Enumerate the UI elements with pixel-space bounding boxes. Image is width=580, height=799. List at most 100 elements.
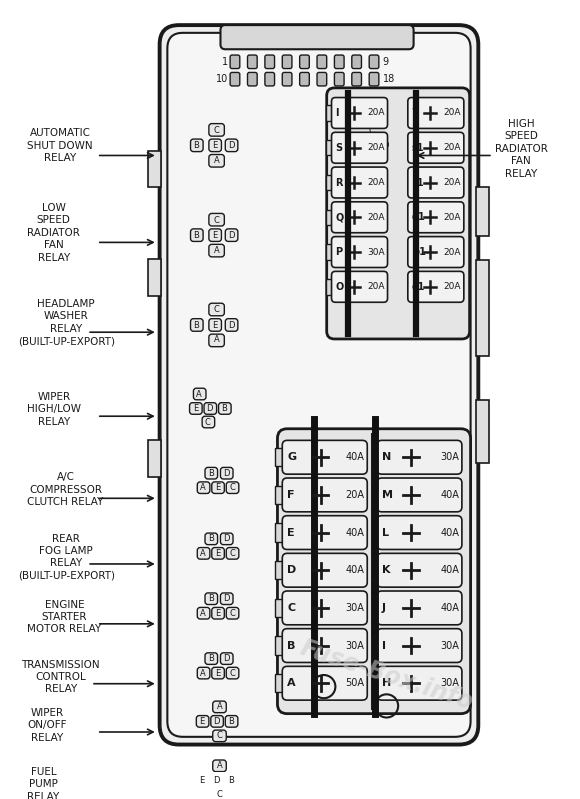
FancyBboxPatch shape — [377, 440, 462, 474]
FancyBboxPatch shape — [213, 789, 226, 799]
FancyBboxPatch shape — [160, 25, 478, 745]
Text: 40A: 40A — [440, 565, 459, 575]
FancyBboxPatch shape — [377, 515, 462, 550]
FancyBboxPatch shape — [209, 229, 222, 241]
Text: A: A — [287, 678, 296, 688]
Text: 7: 7 — [412, 108, 418, 118]
Text: D: D — [206, 404, 213, 413]
Text: WIPER
HIGH/LOW
RELAY: WIPER HIGH/LOW RELAY — [27, 392, 81, 427]
FancyBboxPatch shape — [168, 33, 470, 737]
FancyBboxPatch shape — [225, 139, 238, 152]
FancyBboxPatch shape — [211, 716, 223, 727]
Bar — [274, 561, 283, 579]
FancyBboxPatch shape — [191, 229, 203, 241]
Text: A: A — [368, 156, 374, 165]
FancyBboxPatch shape — [212, 607, 224, 619]
Text: 10: 10 — [216, 74, 228, 84]
Text: 40A: 40A — [440, 527, 459, 538]
Text: D: D — [223, 469, 230, 478]
FancyBboxPatch shape — [225, 716, 238, 727]
FancyBboxPatch shape — [196, 774, 209, 786]
FancyBboxPatch shape — [204, 403, 216, 415]
Text: A: A — [200, 669, 206, 678]
Text: B: B — [222, 404, 227, 413]
FancyBboxPatch shape — [377, 478, 462, 512]
FancyBboxPatch shape — [332, 167, 387, 198]
Text: 20A: 20A — [367, 213, 385, 222]
Text: B: B — [193, 231, 200, 240]
Text: D: D — [213, 717, 220, 725]
Text: O: O — [335, 282, 343, 292]
Text: D: D — [228, 231, 234, 240]
Text: E: E — [367, 141, 372, 150]
Text: 50A: 50A — [345, 678, 364, 688]
Text: AUTOMATIC
SHUT DOWN
RELAY: AUTOMATIC SHUT DOWN RELAY — [27, 129, 93, 163]
FancyBboxPatch shape — [327, 88, 470, 339]
FancyBboxPatch shape — [352, 73, 361, 86]
Text: FUEL
PUMP
RELAY: FUEL PUMP RELAY — [27, 767, 60, 799]
FancyBboxPatch shape — [226, 607, 239, 619]
FancyBboxPatch shape — [408, 237, 464, 268]
FancyBboxPatch shape — [197, 547, 210, 559]
FancyBboxPatch shape — [300, 55, 309, 69]
FancyBboxPatch shape — [282, 554, 367, 587]
Text: 30A: 30A — [367, 248, 385, 256]
Text: L: L — [382, 527, 389, 538]
Text: E: E — [215, 483, 220, 492]
Bar — [274, 598, 283, 617]
Text: S: S — [335, 143, 343, 153]
FancyBboxPatch shape — [205, 593, 218, 605]
Text: B: B — [348, 141, 354, 150]
Text: M: M — [382, 490, 393, 500]
FancyBboxPatch shape — [317, 73, 327, 86]
Text: G: G — [287, 452, 296, 463]
FancyBboxPatch shape — [364, 154, 379, 167]
FancyBboxPatch shape — [380, 139, 392, 152]
Text: 30A: 30A — [440, 641, 459, 650]
Text: C: C — [229, 669, 235, 678]
FancyBboxPatch shape — [209, 124, 224, 136]
Bar — [326, 175, 332, 190]
Text: C: C — [213, 305, 220, 315]
FancyBboxPatch shape — [220, 25, 414, 50]
Bar — [274, 486, 283, 504]
Text: p1: p1 — [412, 247, 426, 257]
Bar — [476, 260, 489, 356]
Text: E: E — [212, 231, 218, 240]
Text: 20A: 20A — [367, 143, 385, 153]
FancyBboxPatch shape — [364, 124, 379, 136]
Bar — [274, 636, 283, 654]
Text: 20A: 20A — [444, 109, 461, 117]
Text: A: A — [214, 245, 219, 255]
Bar — [148, 151, 161, 187]
FancyBboxPatch shape — [248, 73, 257, 86]
FancyBboxPatch shape — [282, 478, 367, 512]
Bar — [148, 259, 161, 296]
Text: 30A: 30A — [346, 603, 364, 613]
Text: WIPER
ON/OFF
RELAY: WIPER ON/OFF RELAY — [27, 708, 67, 742]
Text: E: E — [215, 549, 220, 558]
Text: 40A: 40A — [440, 603, 459, 613]
Text: B: B — [228, 717, 234, 725]
Bar — [476, 400, 489, 463]
FancyBboxPatch shape — [191, 139, 203, 152]
FancyBboxPatch shape — [377, 666, 462, 700]
Bar — [476, 187, 489, 236]
FancyBboxPatch shape — [377, 629, 462, 662]
Text: 20A: 20A — [444, 282, 461, 292]
Text: D: D — [228, 321, 234, 330]
FancyBboxPatch shape — [220, 533, 233, 545]
FancyBboxPatch shape — [377, 591, 462, 625]
Text: I: I — [382, 641, 386, 650]
FancyBboxPatch shape — [205, 467, 218, 479]
Text: r1: r1 — [412, 177, 423, 188]
FancyBboxPatch shape — [335, 73, 344, 86]
FancyBboxPatch shape — [282, 73, 292, 86]
FancyBboxPatch shape — [220, 593, 233, 605]
Text: C: C — [229, 549, 235, 558]
Text: 20A: 20A — [444, 178, 461, 187]
Text: C: C — [216, 731, 223, 741]
FancyBboxPatch shape — [332, 202, 387, 233]
Text: 40A: 40A — [440, 490, 459, 500]
Text: REAR
FOG LAMP
RELAY
(BUILT-UP-EXPORT): REAR FOG LAMP RELAY (BUILT-UP-EXPORT) — [17, 534, 115, 581]
